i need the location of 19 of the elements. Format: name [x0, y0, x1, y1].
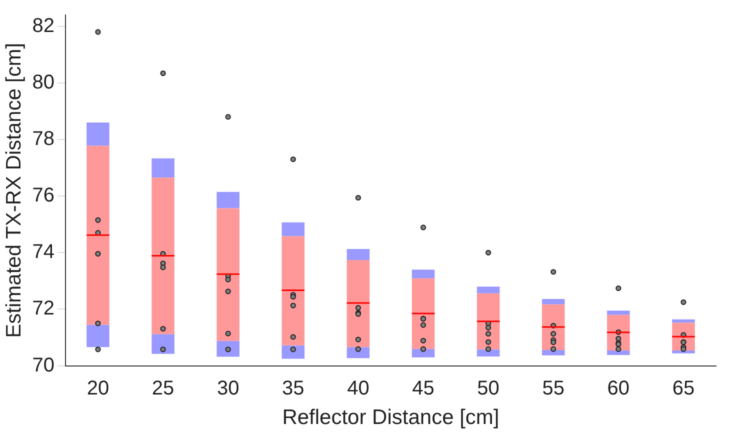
y-tick-label: 70: [32, 354, 54, 376]
y-tick-label: 72: [32, 298, 54, 320]
y-tick-label: 74: [32, 241, 54, 264]
x-axis-title: Reflector Distance [cm]: [282, 406, 500, 430]
x-tick-label: 20: [86, 377, 110, 400]
x-tick-label: 40: [347, 377, 370, 400]
x-tick-label: 60: [607, 377, 630, 400]
x-tick-label: 55: [542, 377, 564, 400]
y-tick-label: 82: [32, 14, 54, 37]
y-tick-label: 78: [32, 128, 54, 150]
x-tick-label: 25: [152, 377, 174, 400]
x-tick-label: 65: [672, 377, 695, 400]
y-tick-label: 76: [32, 184, 54, 207]
x-tick-label: 45: [412, 377, 434, 400]
x-tick-label: 35: [282, 377, 304, 400]
y-tick-label: 80: [32, 71, 54, 94]
y-axis-title: Estimated TX-RX Distance [cm]: [2, 42, 26, 338]
x-tick-label: 30: [216, 377, 240, 400]
x-tick-label: 50: [477, 377, 500, 400]
